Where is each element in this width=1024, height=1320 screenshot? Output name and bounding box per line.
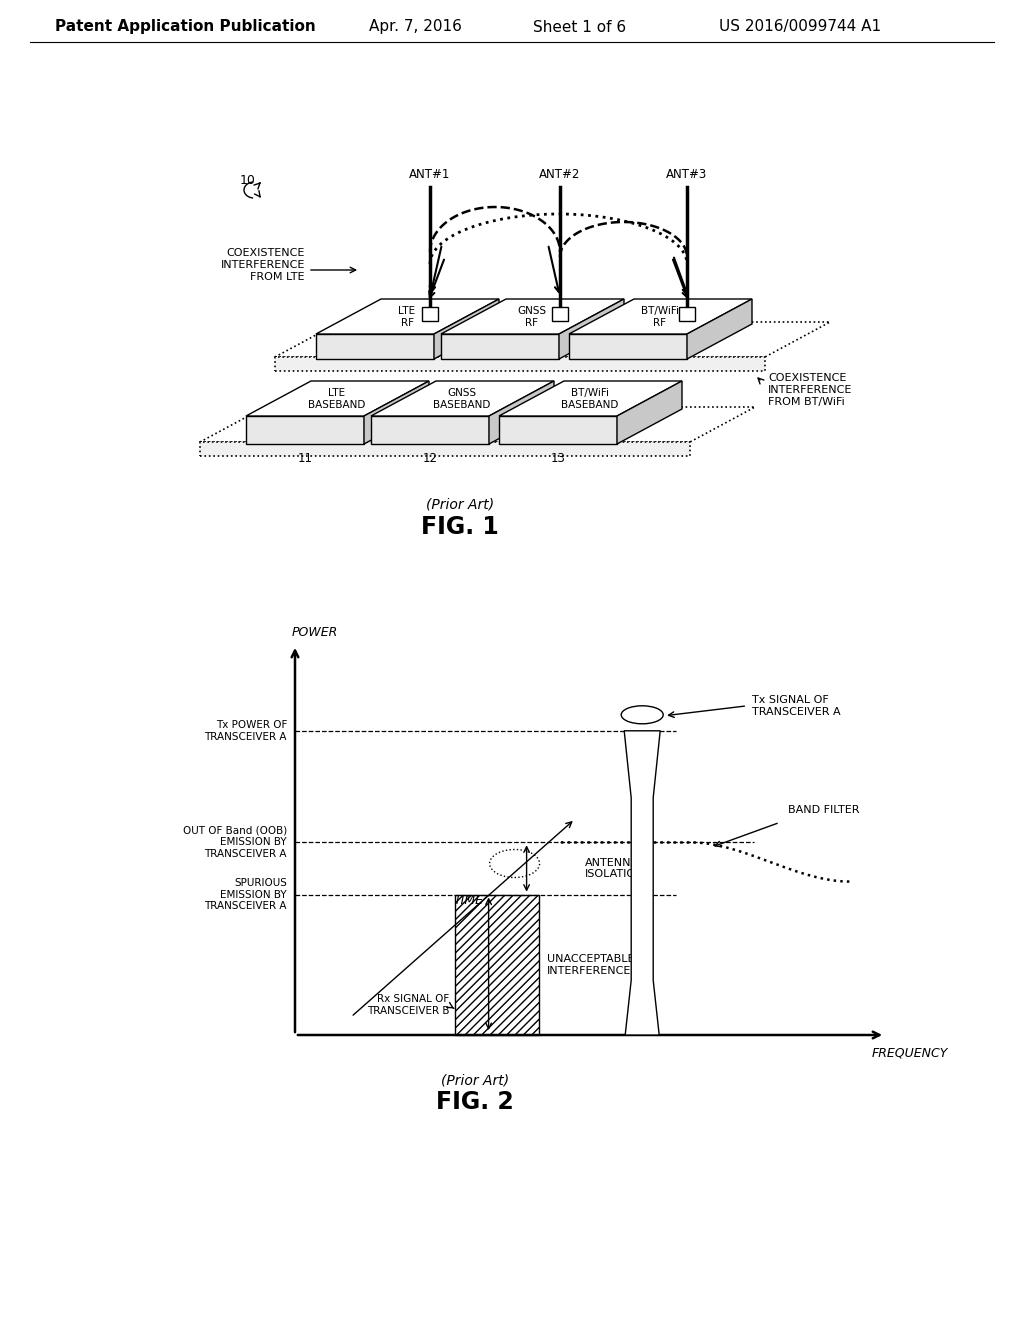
Polygon shape <box>489 381 554 444</box>
Text: ANTENNA
ISOLATION: ANTENNA ISOLATION <box>585 858 644 879</box>
Text: GNSS
RF: GNSS RF <box>517 306 547 327</box>
Polygon shape <box>499 416 617 444</box>
Text: FREQUENCY: FREQUENCY <box>871 1047 948 1060</box>
Polygon shape <box>434 300 499 359</box>
Text: ANT#2: ANT#2 <box>540 169 581 181</box>
Ellipse shape <box>622 706 664 723</box>
Text: BT/WiFi
RF: BT/WiFi RF <box>641 306 679 327</box>
Polygon shape <box>569 300 752 334</box>
Polygon shape <box>687 300 752 359</box>
Bar <box>679 308 695 321</box>
Text: OUT OF Band (OOB)
EMISSION BY
TRANSCEIVER A: OUT OF Band (OOB) EMISSION BY TRANSCEIVE… <box>182 826 287 859</box>
Text: (Prior Art): (Prior Art) <box>441 1073 509 1086</box>
Text: Patent Application Publication: Patent Application Publication <box>54 20 315 34</box>
Text: COEXISTENCE
INTERFERENCE
FROM BT/WiFi: COEXISTENCE INTERFERENCE FROM BT/WiFi <box>768 374 852 407</box>
Text: Rx SIGNAL OF
TRANSCEIVER B: Rx SIGNAL OF TRANSCEIVER B <box>367 994 450 1016</box>
Text: FIG. 1: FIG. 1 <box>421 515 499 539</box>
Text: Tx SIGNAL OF
TRANSCEIVER A: Tx SIGNAL OF TRANSCEIVER A <box>753 696 841 717</box>
Text: 10: 10 <box>240 173 256 186</box>
Polygon shape <box>316 300 499 334</box>
Polygon shape <box>371 381 554 416</box>
Polygon shape <box>559 300 624 359</box>
Text: 13: 13 <box>551 451 565 465</box>
Polygon shape <box>275 356 765 371</box>
Bar <box>422 308 438 321</box>
Text: FIG. 2: FIG. 2 <box>436 1090 514 1114</box>
Text: BAND FILTER: BAND FILTER <box>787 805 859 816</box>
Polygon shape <box>364 381 429 444</box>
Text: COEXISTENCE
INTERFERENCE
FROM LTE: COEXISTENCE INTERFERENCE FROM LTE <box>220 248 305 281</box>
Text: Apr. 7, 2016: Apr. 7, 2016 <box>369 20 462 34</box>
Polygon shape <box>441 300 624 334</box>
Text: TIME: TIME <box>453 894 483 907</box>
Text: LTE
RF: LTE RF <box>398 306 416 327</box>
Text: BT/WiFi
BASEBAND: BT/WiFi BASEBAND <box>561 388 618 409</box>
Polygon shape <box>316 334 434 359</box>
Polygon shape <box>246 416 364 444</box>
Bar <box>455 895 539 1035</box>
Polygon shape <box>617 381 682 444</box>
Polygon shape <box>200 407 755 442</box>
Text: 11: 11 <box>298 451 312 465</box>
Text: ANT#1: ANT#1 <box>410 169 451 181</box>
Text: SPURIOUS
EMISSION BY
TRANSCEIVER A: SPURIOUS EMISSION BY TRANSCEIVER A <box>205 878 287 911</box>
Text: US 2016/0099744 A1: US 2016/0099744 A1 <box>719 20 881 34</box>
Polygon shape <box>569 334 687 359</box>
Text: POWER: POWER <box>292 627 338 639</box>
Bar <box>552 308 568 321</box>
Polygon shape <box>246 381 429 416</box>
Polygon shape <box>441 334 559 359</box>
Text: UNACCEPTABLE
INTERFERENCE: UNACCEPTABLE INTERFERENCE <box>547 954 634 975</box>
Text: LTE
BASEBAND: LTE BASEBAND <box>308 388 366 409</box>
Polygon shape <box>275 322 830 356</box>
Text: ANT#3: ANT#3 <box>667 169 708 181</box>
Polygon shape <box>371 416 489 444</box>
Polygon shape <box>200 442 690 455</box>
Text: Tx POWER OF
TRANSCEIVER A: Tx POWER OF TRANSCEIVER A <box>205 719 287 742</box>
Polygon shape <box>625 731 660 1035</box>
Text: GNSS
BASEBAND: GNSS BASEBAND <box>433 388 490 409</box>
Polygon shape <box>499 381 682 416</box>
Text: Sheet 1 of 6: Sheet 1 of 6 <box>534 20 627 34</box>
Text: (Prior Art): (Prior Art) <box>426 498 494 512</box>
Text: 12: 12 <box>423 451 437 465</box>
